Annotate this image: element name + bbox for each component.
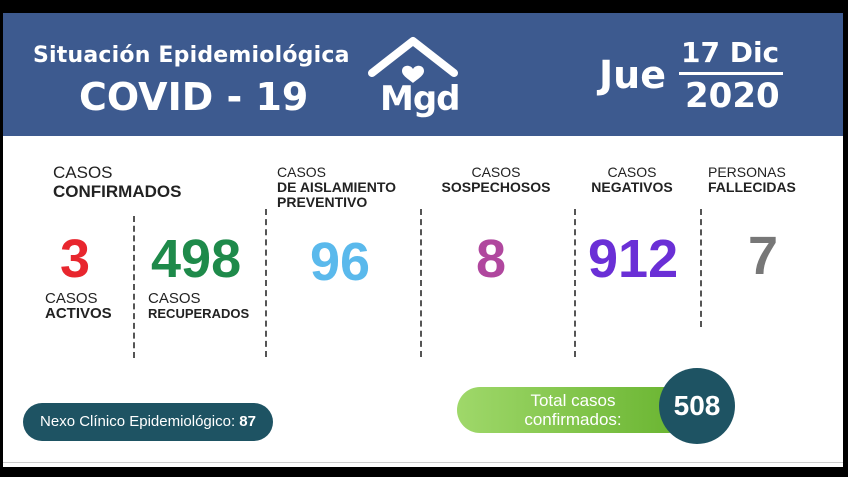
report-title: Situación Epidemiológica (33, 43, 350, 68)
report-date: 17 Dic (681, 36, 780, 69)
bottom-rule (3, 462, 843, 463)
aislamiento-value: 96 (310, 232, 371, 292)
fallecidas-label: PERSONAS FALLECIDAS (708, 164, 796, 195)
report-year: 2020 (685, 76, 780, 116)
nexo-value: 87 (239, 413, 256, 430)
divider (265, 209, 267, 357)
total-value: 508 (659, 368, 735, 444)
divider (133, 216, 135, 358)
recuperados-value: 498 (151, 229, 242, 289)
fallecidas-value: 7 (748, 226, 779, 286)
total-label: Total casos confirmados: (524, 391, 622, 429)
confirmados-label: CASOS CONFIRMADOS (53, 163, 182, 201)
report-subtitle: COVID - 19 (79, 75, 309, 119)
logo-text: Mgd (380, 79, 461, 119)
sospechosos-label: CASOS SOSPECHOSOS (441, 164, 551, 195)
activos-value: 3 (60, 229, 91, 289)
negativos-label: CASOS NEGATIVOS (591, 164, 673, 195)
divider (574, 209, 576, 357)
divider (420, 209, 422, 357)
activos-label: CASOS ACTIVOS (45, 290, 112, 322)
nexo-label: Nexo Clínico Epidemiológico: (40, 413, 236, 430)
date-divider (679, 72, 783, 75)
nexo-badge: Nexo Clínico Epidemiológico: 87 (23, 403, 273, 441)
total-pill (457, 387, 691, 433)
aislamiento-label: CASOS DE AISLAMIENTO PREVENTIVO (277, 164, 397, 210)
house-heart-icon (368, 37, 458, 83)
divider (700, 209, 702, 327)
sospechosos-value: 8 (476, 229, 507, 289)
header-banner: Situación Epidemiológica COVID - 19 Mgd … (3, 13, 843, 136)
recuperados-label: CASOS RECUPERADOS (148, 290, 250, 321)
negativos-value: 912 (588, 229, 679, 289)
day-of-week: Jue (599, 53, 666, 97)
covid-report-card: Situación Epidemiológica COVID - 19 Mgd … (3, 13, 843, 467)
